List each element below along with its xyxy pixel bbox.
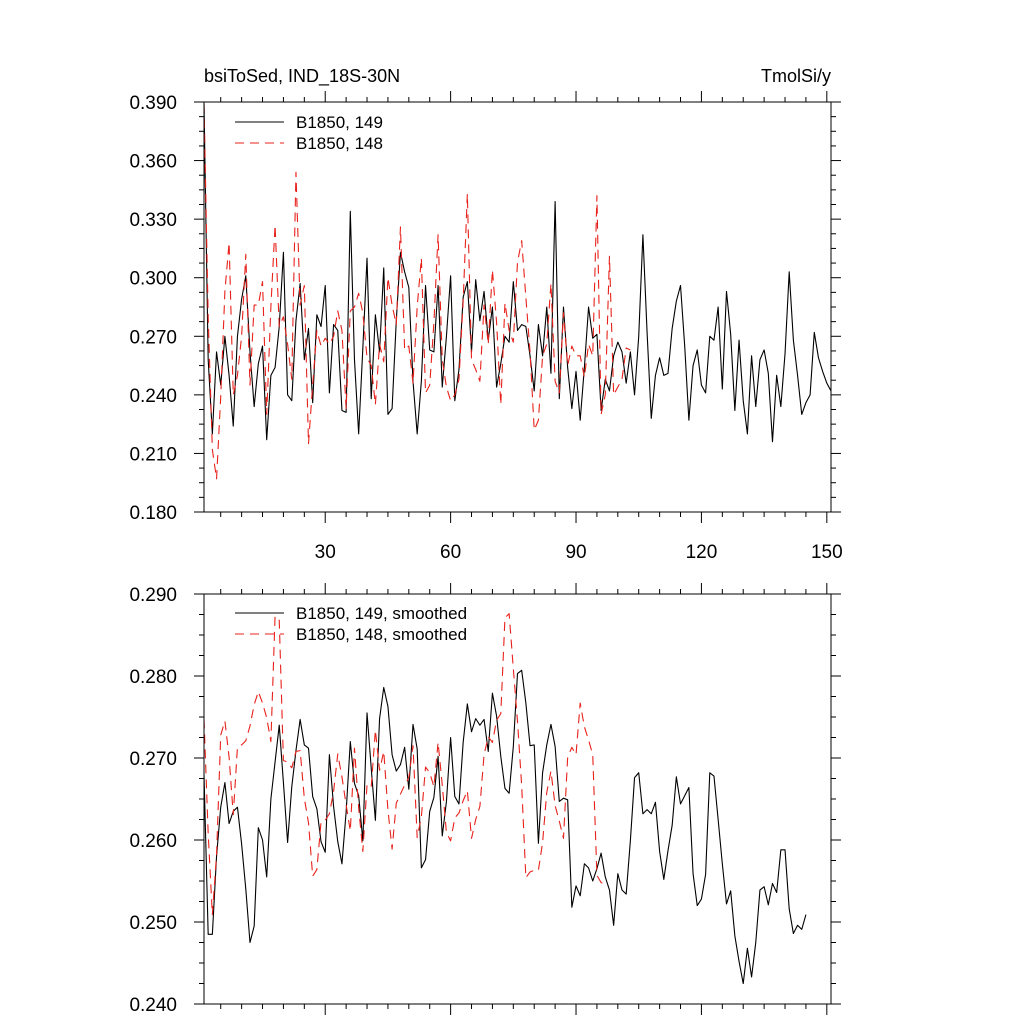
bottom-series-line-0 xyxy=(204,669,807,985)
top-y-tick-label: 0.240 xyxy=(129,386,177,407)
top-series-line-0 xyxy=(204,103,831,443)
top-y-tick-label: 0.210 xyxy=(129,444,177,465)
bottom-y-tick-label: 0.270 xyxy=(129,749,177,770)
top-y-tick-label: 0.390 xyxy=(129,93,177,114)
legend-label-149: B1850, 149 xyxy=(296,113,383,132)
bottom-y-tick-label: 0.260 xyxy=(129,831,177,852)
bottom-panel-series xyxy=(204,613,807,985)
bottom-y-tick-label: 0.250 xyxy=(129,913,177,934)
top-panel-y-tick-labels: 0.180 0.210 0.240 0.270 0.300 0.330 0.360 0.390 xyxy=(129,93,177,524)
top-panel-ticks xyxy=(194,91,841,523)
bottom-panel-ticks xyxy=(194,583,841,1015)
bottom-y-tick-label: 0.240 xyxy=(129,995,177,1016)
bottom-panel-legend: B1850, 149, smoothed B1850, 148, smoothe… xyxy=(235,604,467,644)
top-x-tick-label: 30 xyxy=(315,542,336,563)
top-x-tick-label: 90 xyxy=(565,542,586,563)
top-panel-title-right: TmolSi/y xyxy=(761,66,831,86)
top-y-tick-label: 0.300 xyxy=(129,269,177,290)
bottom-panel-frame xyxy=(203,593,832,1005)
bottom-y-tick-label: 0.280 xyxy=(129,667,177,688)
top-x-tick-label: 60 xyxy=(440,542,461,563)
top-y-tick-label: 0.360 xyxy=(129,152,177,173)
legend-label-148: B1850, 148 xyxy=(296,134,383,153)
legend-label-149-smoothed: B1850, 149, smoothed xyxy=(296,604,467,623)
bottom-panel: 0.240 0.250 0.260 0.270 0.280 0.290 B1850, 14… xyxy=(129,583,841,1016)
top-panel-legend: B1850, 149 B1850, 148 xyxy=(235,113,383,153)
top-y-tick-label: 0.180 xyxy=(129,503,177,524)
top-panel-x-tick-labels: 30 60 90 120 150 xyxy=(315,542,843,563)
top-x-tick-label: 150 xyxy=(811,542,843,563)
bottom-y-tick-label: 0.290 xyxy=(129,585,177,606)
top-y-tick-label: 0.330 xyxy=(129,210,177,231)
top-panel-frame xyxy=(203,101,832,513)
top-series-line-1 xyxy=(204,103,631,480)
bottom-series-line-1 xyxy=(204,613,606,916)
top-x-tick-label: 120 xyxy=(686,542,718,563)
top-panel-title-left: bsiToSed, IND_18S-30N xyxy=(204,66,400,87)
legend-label-148-smoothed: B1850, 148, smoothed xyxy=(296,625,467,644)
top-panel-series xyxy=(204,103,831,480)
top-panel: bsiToSed, IND_18S-30N TmolSi/y 0.180 0.21… xyxy=(129,66,842,563)
top-y-tick-label: 0.270 xyxy=(129,327,177,348)
bottom-panel-y-tick-labels: 0.240 0.250 0.260 0.270 0.280 0.290 xyxy=(129,585,177,1016)
